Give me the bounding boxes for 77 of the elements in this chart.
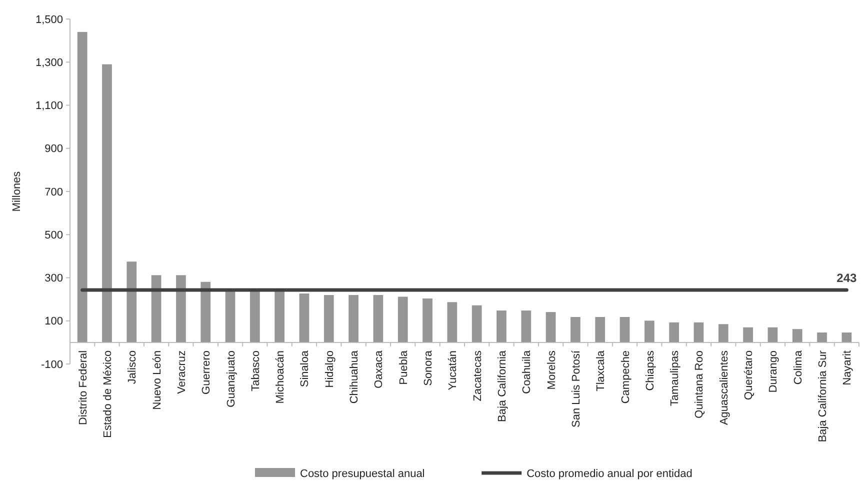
x-tick-label: Zacatecas: [472, 350, 484, 402]
bar: [620, 316, 630, 342]
bar: [546, 312, 556, 342]
bar: [496, 310, 506, 342]
bar: [792, 329, 802, 342]
bar: [447, 302, 458, 342]
x-tick-label: Coahuila: [521, 350, 534, 394]
x-tick-label: Sinaloa: [299, 350, 312, 388]
x-tick-label: Jalisco: [126, 350, 139, 384]
bar: [422, 298, 432, 342]
bar: [225, 290, 236, 342]
bar: [570, 316, 580, 342]
x-tick-label: Baja California: [496, 350, 508, 422]
y-tick-label: 1,500: [35, 14, 63, 26]
bar: [472, 305, 482, 342]
x-tick-label: Tabasco: [250, 350, 262, 392]
x-tick-label: Estado de México: [102, 350, 114, 438]
legend-label: Costo presupuestal anual: [300, 468, 425, 480]
x-tick-label: Guerrero: [200, 350, 213, 394]
bar: [324, 295, 334, 342]
x-tick-label: Nayarit: [842, 350, 854, 386]
bar: [77, 32, 88, 342]
y-tick-label: 500: [44, 229, 63, 242]
bar: [250, 291, 260, 342]
y-tick-label: 900: [44, 143, 63, 156]
x-tick-label: Veracruz: [176, 350, 188, 394]
x-tick-label: Puebla: [398, 350, 410, 385]
x-tick-label: Quintana Roo: [694, 350, 706, 418]
bar: [398, 296, 408, 342]
y-tick-label: 1,300: [35, 56, 63, 69]
data-label: 243: [836, 271, 858, 286]
bar: [521, 310, 532, 342]
x-tick-label: Oaxaca: [373, 350, 386, 388]
bar: [176, 275, 186, 342]
bar: [644, 320, 654, 342]
bar: [718, 324, 728, 342]
x-tick-label: Durango: [768, 350, 780, 393]
bar: [373, 295, 384, 342]
bar: [595, 316, 606, 342]
x-tick-label: Hidalgo: [324, 350, 336, 388]
bar: [102, 64, 112, 342]
bar: [274, 290, 285, 342]
x-tick-label: Distrito Federal: [77, 350, 90, 426]
x-tick-label: Michoacán: [274, 350, 287, 404]
x-tick-label: Chihuahua: [348, 350, 361, 404]
bar: [200, 282, 211, 342]
x-tick-label: Querétaro: [743, 350, 756, 400]
bar: [842, 332, 852, 342]
bar: [126, 262, 137, 342]
legend-label: Costo promedio anual por entidad: [526, 468, 692, 480]
bar: [768, 327, 778, 342]
x-tick-label: San Luis Potosí: [570, 350, 582, 428]
x-tick-label: Baja California Sur: [817, 350, 830, 442]
x-tick-label: Aguascalientes: [718, 350, 730, 426]
x-tick-label: Tamaulipas: [669, 350, 682, 406]
y-axis-title: Millones: [11, 170, 23, 212]
x-tick-label: Morelos: [546, 350, 558, 390]
x-tick-label: Guanajuato: [225, 350, 238, 408]
x-tick-label: Chiapas: [644, 350, 656, 391]
x-tick-label: Sonora: [422, 350, 435, 386]
y-tick-label: 700: [44, 186, 63, 198]
y-tick-label: -100: [40, 358, 63, 371]
bar: [694, 322, 704, 342]
bar: [817, 332, 827, 342]
bar: [348, 295, 358, 342]
y-tick-label: 100: [44, 316, 63, 328]
x-tick-label: Nuevo León: [151, 350, 164, 410]
bar: [151, 275, 162, 342]
y-tick-label: 300: [44, 272, 63, 285]
bar: [669, 322, 680, 342]
bar: [743, 327, 753, 342]
bar: [299, 293, 310, 342]
x-tick-label: Tlaxcala: [595, 350, 608, 392]
x-tick-label: Campeche: [620, 350, 632, 404]
x-tick-label: Yucatán: [447, 350, 460, 390]
y-tick-label: 1,100: [35, 100, 63, 112]
x-tick-label: Colima: [792, 350, 804, 385]
